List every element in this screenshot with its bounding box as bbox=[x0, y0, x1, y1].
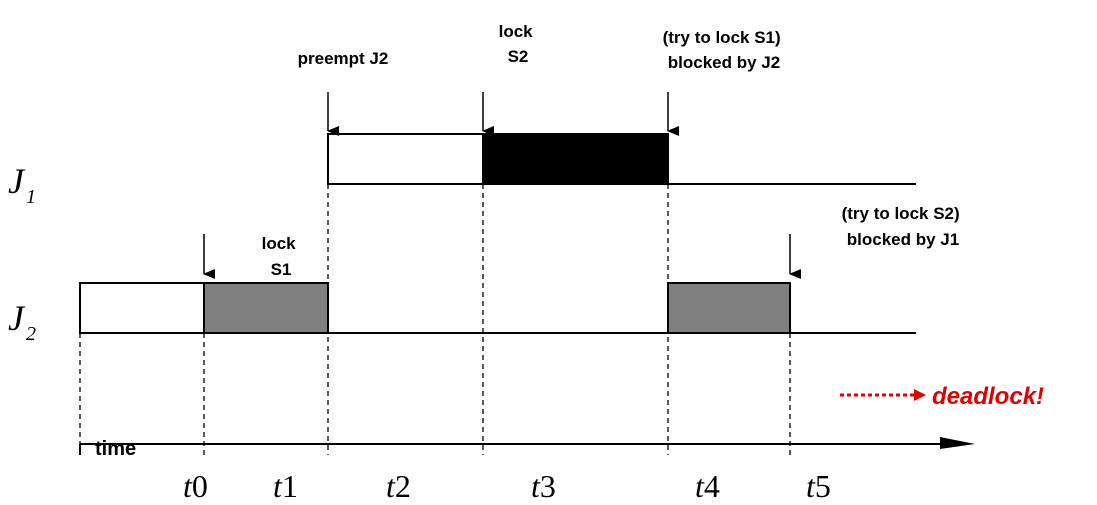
tick-t3: t3 bbox=[531, 468, 556, 504]
tick-t1: t1 bbox=[273, 468, 298, 504]
deadlock-label: deadlock! bbox=[932, 383, 1044, 410]
time-axis-arrow-icon bbox=[940, 437, 975, 449]
j2-s1-critical-block bbox=[203, 282, 329, 334]
deadlock-arrow-icon bbox=[914, 389, 926, 401]
j2-running-block bbox=[79, 282, 205, 334]
tick-t4: t4 bbox=[695, 468, 720, 504]
lock-s1-label: lock S1 bbox=[262, 234, 301, 279]
tick-t2: t2 bbox=[386, 468, 411, 504]
event-arrows bbox=[203, 92, 801, 279]
time-guides bbox=[79, 184, 791, 455]
j1-s2-critical-block bbox=[482, 133, 669, 185]
tick-t5: t5 bbox=[806, 468, 831, 504]
time-axis-label: time bbox=[95, 438, 136, 460]
lock-s2-label: lock S2 bbox=[499, 22, 538, 66]
j2-s1-critical-block-2 bbox=[667, 282, 791, 334]
j1-running-block bbox=[327, 133, 484, 185]
tick-t0: t0 bbox=[183, 468, 208, 504]
try-lock-s2-label: (try to lock S2) blocked by J1 bbox=[842, 204, 965, 249]
try-lock-s1-label: (try to lock S1) blocked by J2 bbox=[663, 28, 786, 72]
preempt-j2-label: preempt J2 bbox=[298, 49, 389, 68]
